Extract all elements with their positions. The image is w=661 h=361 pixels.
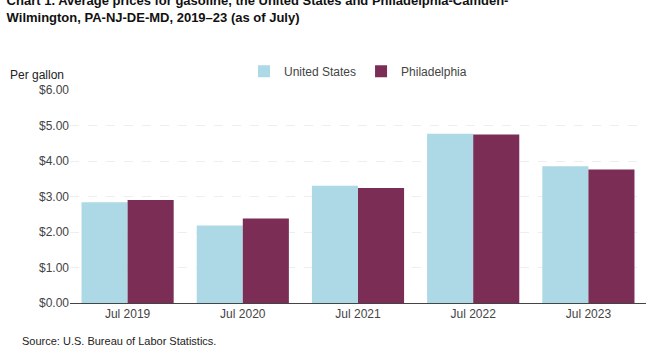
svg-text:$5.00: $5.00	[39, 119, 69, 133]
svg-text:Jul 2023: Jul 2023	[566, 307, 612, 321]
svg-text:Jul 2020: Jul 2020	[220, 307, 266, 321]
svg-text:Chart 1. Average prices for ga: Chart 1. Average prices for gasoline, th…	[7, 0, 509, 25]
svg-text:Jul 2019: Jul 2019	[105, 307, 151, 321]
svg-text:Per gallon: Per gallon	[10, 68, 64, 82]
svg-text:Philadelphia: Philadelphia	[401, 65, 467, 79]
svg-text:$2.00: $2.00	[39, 225, 69, 239]
svg-text:United States: United States	[284, 65, 356, 79]
svg-text:Jul 2021: Jul 2021	[335, 307, 381, 321]
svg-text:$6.00: $6.00	[39, 83, 69, 97]
svg-text:$3.00: $3.00	[39, 190, 69, 204]
svg-text:Source: U.S. Bureau of Labor S: Source: U.S. Bureau of Labor Statistics.	[22, 335, 216, 347]
svg-text:Jul 2022: Jul 2022	[451, 307, 497, 321]
svg-text:$1.00: $1.00	[39, 261, 69, 275]
svg-text:$4.00: $4.00	[39, 154, 69, 168]
svg-text:$0.00: $0.00	[39, 296, 69, 310]
